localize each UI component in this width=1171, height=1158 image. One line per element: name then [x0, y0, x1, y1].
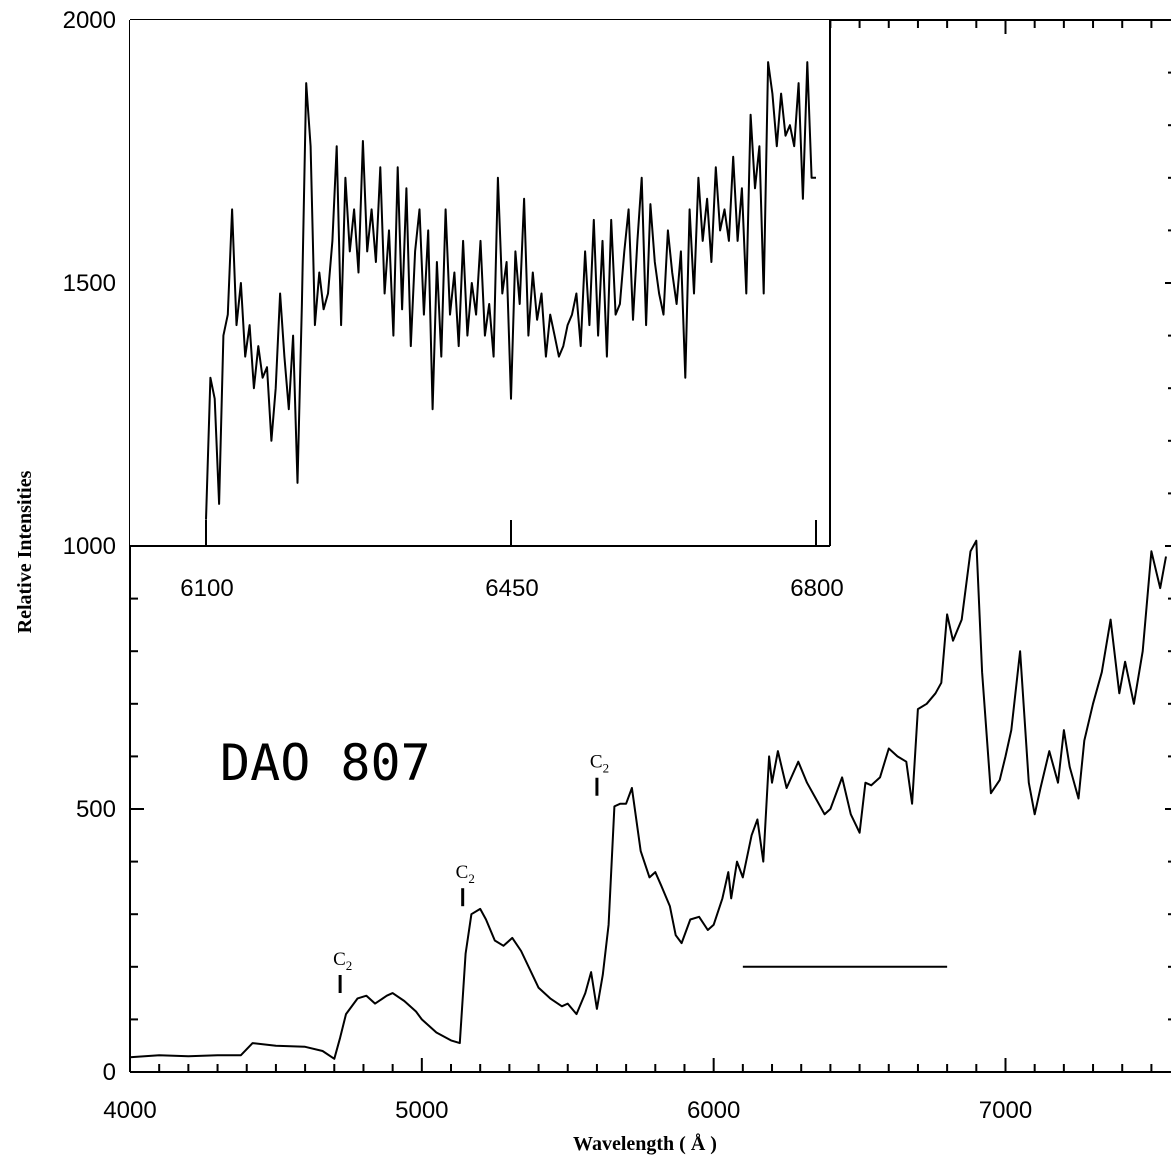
band-annotation: C2: [590, 752, 609, 796]
main-y-tick-label: 2000: [63, 7, 116, 34]
main-tick-labels: 4000 5000 6000 7000 0 500 1000 1500 2000: [63, 7, 1033, 1124]
main-y-tick-label: 1000: [63, 533, 116, 560]
main-x-tick-label: 7000: [979, 1097, 1032, 1124]
main-y-tick-label: 0: [103, 1059, 116, 1086]
inset-panel: 6100 6450 6800: [130, 20, 844, 602]
inset-x-tick-label: 6100: [180, 575, 233, 602]
main-y-tick-label: 1500: [63, 270, 116, 297]
main-x-tick-label: 5000: [395, 1097, 448, 1124]
inset-spectrum-line: [205, 61, 816, 520]
main-x-axis-title: Wavelength ( Å ): [573, 1132, 717, 1155]
band-label: C2: [333, 949, 352, 973]
band-annotation: C2: [333, 949, 352, 993]
band-label: C2: [456, 862, 475, 886]
band-annotation: C2: [456, 862, 475, 907]
inset-x-tick-label: 6800: [790, 575, 843, 602]
main-x-tick-label: 4000: [103, 1097, 156, 1124]
object-label: DAO 807: [220, 734, 431, 792]
inset-background: [130, 20, 830, 546]
inset-tick-labels: 6100 6450 6800: [180, 575, 843, 602]
main-y-axis-title: Relative Intensities: [14, 470, 36, 633]
main-y-tick-label: 500: [76, 796, 116, 823]
main-x-tick-label: 6000: [687, 1097, 740, 1124]
inset-x-tick-label: 6450: [485, 575, 538, 602]
band-label: C2: [590, 752, 609, 776]
main-spectrum-line: [129, 539, 1167, 1060]
inset-axis-ticks: [205, 520, 817, 546]
